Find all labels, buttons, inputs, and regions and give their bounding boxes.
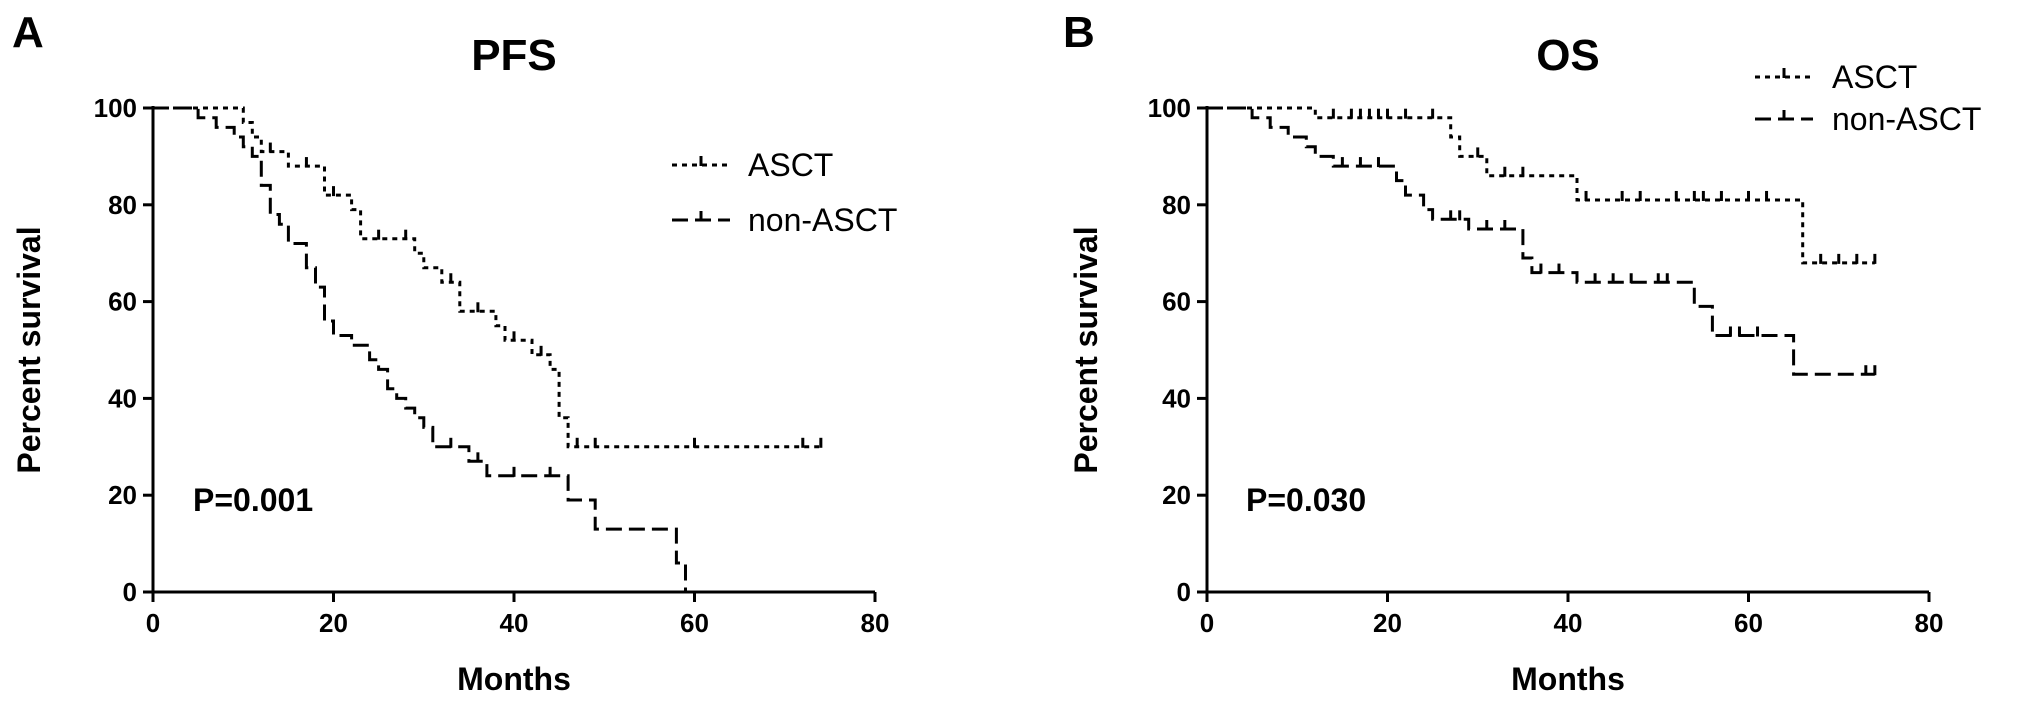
legend-label: ASCT bbox=[748, 147, 833, 183]
y-tick-label: 100 bbox=[94, 93, 137, 123]
legend-entry: ASCT bbox=[1755, 59, 1917, 95]
x-axis-label: Months bbox=[1511, 661, 1625, 697]
p-value-annotation: P=0.030 bbox=[1246, 482, 1366, 518]
legend-label: non-ASCT bbox=[1832, 101, 1981, 137]
x-axis-label: Months bbox=[457, 661, 571, 697]
y-tick-label: 80 bbox=[108, 190, 137, 220]
x-tick-label: 40 bbox=[1554, 608, 1583, 638]
legend-label: non-ASCT bbox=[748, 202, 897, 238]
survival-curve bbox=[1207, 106, 1875, 265]
x-tick-label: 60 bbox=[680, 608, 709, 638]
survival-curve bbox=[153, 106, 687, 592]
x-tick-label: 80 bbox=[1915, 608, 1944, 638]
y-tick-label: 0 bbox=[1177, 577, 1191, 607]
chart-title: PFS bbox=[471, 31, 557, 80]
chart-title: OS bbox=[1536, 31, 1600, 80]
series-asct bbox=[153, 106, 823, 449]
x-tick-label: 20 bbox=[1373, 608, 1402, 638]
series-non-asct bbox=[1207, 106, 1877, 376]
panel-letter: A bbox=[12, 8, 44, 57]
x-tick-label: 0 bbox=[1200, 608, 1214, 638]
p-value-annotation: P=0.001 bbox=[193, 482, 313, 518]
y-tick-label: 40 bbox=[108, 383, 137, 413]
series-asct bbox=[1207, 106, 1877, 265]
y-tick-label: 0 bbox=[123, 577, 137, 607]
x-tick-label: 40 bbox=[500, 608, 529, 638]
panel-letter: B bbox=[1063, 8, 1095, 57]
legend-label: ASCT bbox=[1832, 59, 1917, 95]
survival-curve bbox=[153, 106, 821, 449]
x-tick-label: 20 bbox=[319, 608, 348, 638]
legend-entry: non-ASCT bbox=[672, 202, 897, 238]
y-tick-label: 80 bbox=[1162, 190, 1191, 220]
panel-b: B OS 0 20 40 60 80 100 0 20 40 60 80 Months Percent su… bbox=[1063, 8, 1981, 697]
x-tick-label: 60 bbox=[1734, 608, 1763, 638]
y-axis-label: Percent survival bbox=[1068, 226, 1104, 473]
y-tick-label: 40 bbox=[1162, 383, 1191, 413]
series-non-asct bbox=[153, 106, 687, 592]
legend-entry: ASCT bbox=[672, 147, 833, 183]
panel-a: A PFS 0 20 40 60 80 100 0 20 40 60 80 Months Percent s… bbox=[11, 8, 897, 697]
legend-entry: non-ASCT bbox=[1755, 101, 1981, 137]
x-tick-label: 80 bbox=[861, 608, 890, 638]
survival-curve bbox=[1207, 106, 1875, 376]
y-tick-label: 100 bbox=[1148, 93, 1191, 123]
y-tick-label: 20 bbox=[108, 480, 137, 510]
y-tick-label: 60 bbox=[1162, 287, 1191, 317]
x-tick-label: 0 bbox=[146, 608, 160, 638]
y-axis-label: Percent survival bbox=[11, 226, 47, 473]
y-tick-label: 60 bbox=[108, 287, 137, 317]
y-tick-label: 20 bbox=[1162, 480, 1191, 510]
